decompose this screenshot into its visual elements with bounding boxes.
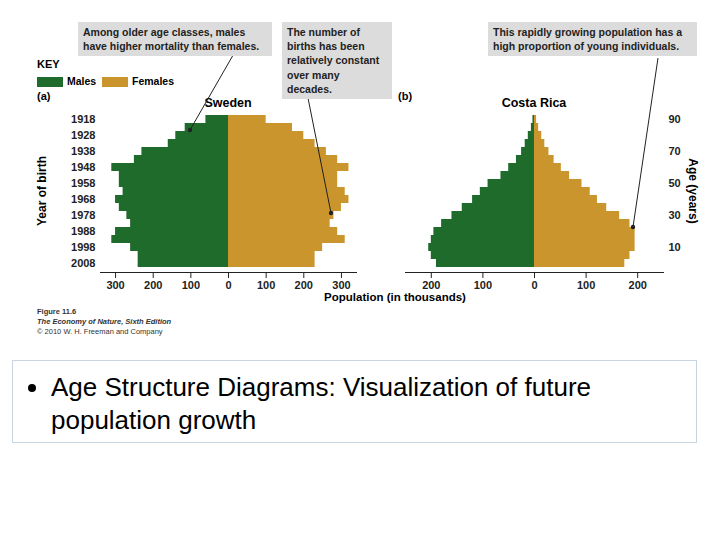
svg-text:300: 300 [106, 279, 124, 291]
svg-text:0: 0 [531, 279, 537, 291]
svg-text:1918: 1918 [71, 113, 95, 125]
svg-text:1928: 1928 [71, 129, 95, 141]
svg-text:1968: 1968 [71, 193, 95, 205]
svg-text:100: 100 [577, 279, 595, 291]
svg-text:1938: 1938 [71, 145, 95, 157]
html-text:Population (in thousands): Population (in thousands) [324, 291, 466, 303]
svg-text:200: 200 [422, 279, 440, 291]
svg-text:1948: 1948 [71, 161, 95, 173]
html-text:Sweden: Sweden [204, 96, 252, 110]
svg-text:100: 100 [474, 279, 492, 291]
html-text:© 2010 W. H. Freeman and Compa: © 2010 W. H. Freeman and Company [37, 327, 163, 337]
html-text:Year of birth: Year of birth [35, 156, 49, 226]
svg-text:0: 0 [225, 279, 231, 291]
html-text:This rapidly growing populatio: This rapidly growing population has a hi… [493, 26, 682, 53]
svg-text:300: 300 [332, 279, 350, 291]
svg-text:2008: 2008 [71, 257, 95, 269]
html-text:The number of births has been: The number of births has been relatively… [287, 26, 380, 95]
svg-text:30: 30 [669, 209, 681, 221]
svg-text:90: 90 [669, 113, 681, 125]
html-text:Figure 11.6: Figure 11.6 [37, 307, 77, 316]
svg-text:100: 100 [257, 279, 275, 291]
svg-text:1988: 1988 [71, 225, 95, 237]
html-text:The Economy of Nature, Sixth E: The Economy of Nature, Sixth Edition [37, 317, 172, 327]
svg-text:1998: 1998 [71, 241, 95, 253]
svg-text:200: 200 [295, 279, 313, 291]
svg-text:100: 100 [182, 279, 200, 291]
svg-text:10: 10 [669, 241, 681, 253]
html-text:Costa Rica: Costa Rica [501, 96, 567, 110]
html-text:(a): (a) [37, 90, 51, 102]
svg-text:70: 70 [669, 145, 681, 157]
html-text:Males: Males [67, 75, 97, 87]
svg-text:50: 50 [669, 177, 681, 189]
html-text:KEY: KEY [37, 58, 60, 70]
svg-text:200: 200 [144, 279, 162, 291]
svg-text:1958: 1958 [71, 177, 95, 189]
html-text:Among older age classes, males: Among older age classes, males have high… [83, 26, 260, 53]
html-text:Age Structure Diagrams: Visual: Age Structure Diagrams: Visualization of… [51, 372, 591, 435]
svg-text:1978: 1978 [71, 209, 95, 221]
html-text:Age (years): Age (years) [686, 158, 700, 224]
html-text:(b): (b) [398, 90, 412, 102]
svg-text:200: 200 [629, 279, 647, 291]
html-text:Females: Females [132, 75, 174, 87]
